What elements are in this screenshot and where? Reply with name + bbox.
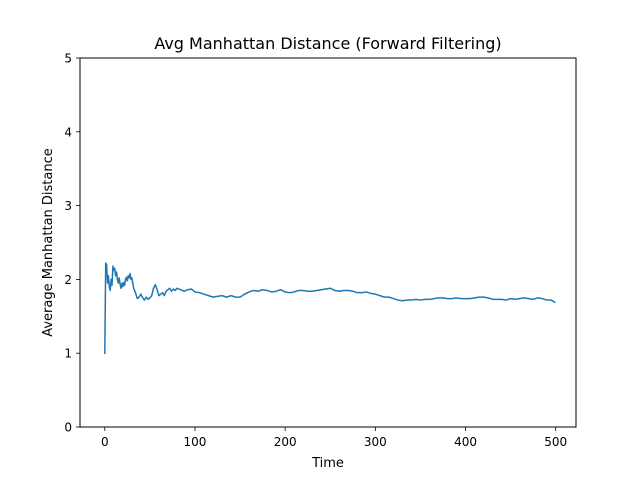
- axes-frame: [79, 57, 577, 428]
- x-tick-label: 0: [101, 435, 109, 449]
- series-line-1: [104, 262, 556, 354]
- y-tick-label: 2: [64, 273, 72, 287]
- y-tick-label: 4: [64, 125, 72, 139]
- x-tick-label: 200: [274, 435, 297, 449]
- y-tick-label: 1: [64, 347, 72, 361]
- x-axis: 0 100 200 300 400 500: [101, 427, 567, 449]
- y-axis-label: Average Manhattan Distance: [41, 148, 56, 337]
- x-axis-label: Time: [311, 456, 344, 471]
- chart-title: Avg Manhattan Distance (Forward Filterin…: [154, 34, 501, 53]
- x-tick-label: 500: [544, 435, 567, 449]
- y-tick-label: 0: [64, 421, 72, 435]
- plot-area: [104, 262, 556, 354]
- x-tick-label: 300: [364, 435, 387, 449]
- y-tick-label: 5: [64, 52, 72, 66]
- y-axis: 0 1 2 3 4 5: [64, 52, 80, 435]
- y-tick-label: 3: [64, 199, 72, 213]
- x-tick-label: 400: [454, 435, 477, 449]
- x-tick-label: 100: [184, 435, 207, 449]
